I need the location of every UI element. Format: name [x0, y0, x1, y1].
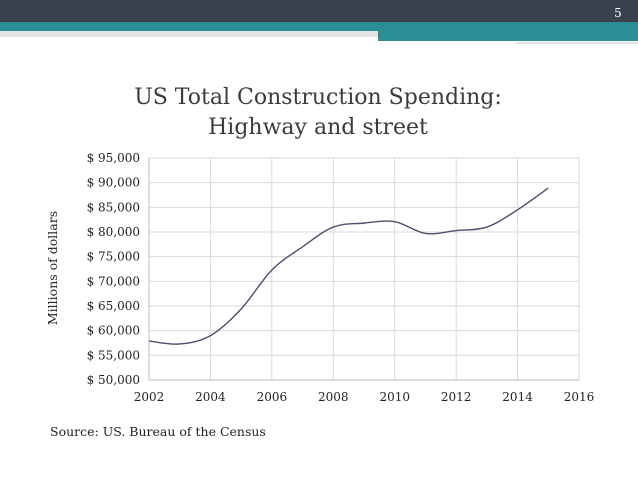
header-teal-bar	[0, 22, 638, 31]
y-tick-label: $ 90,000	[87, 176, 140, 190]
y-tick-label: $ 75,000	[87, 250, 140, 264]
chart-title-line-1: US Total Construction Spending:	[134, 85, 502, 110]
x-tick-label: 2006	[257, 390, 288, 404]
y-tick-label: $ 50,000	[87, 373, 140, 387]
header-dark-bar	[0, 0, 638, 22]
series-lines	[148, 187, 549, 345]
page-number: 5	[614, 6, 622, 20]
source-note: Source: US. Bureau of the Census	[50, 424, 266, 439]
grid-lines	[149, 157, 580, 380]
x-tick-label: 2012	[441, 390, 472, 404]
header-accent-line	[516, 42, 638, 44]
y-tick-label: $ 55,000	[87, 348, 140, 362]
x-tick-label: 2004	[195, 390, 226, 404]
x-tick-label: 2008	[318, 390, 349, 404]
header-gray-bar	[0, 31, 638, 37]
y-tick-label: $ 85,000	[87, 200, 140, 214]
plot-axes	[148, 158, 579, 381]
chart-title-line-2: Highway and street	[208, 115, 428, 140]
y-tick-label: $ 65,000	[87, 299, 140, 313]
y-axis-title: Millions of dollars	[45, 211, 60, 325]
x-tick-label: 2016	[564, 390, 595, 404]
y-tick-label: $ 70,000	[87, 274, 140, 288]
y-tick-labels: $ 50,000 $ 55,000 $ 60,000 $ 65,000 $ 70,000…	[87, 151, 140, 387]
series-line-highway-and-street	[148, 187, 549, 345]
x-tick-label: 2014	[502, 390, 533, 404]
y-tick-label: $ 80,000	[87, 225, 140, 239]
x-tick-label: 2010	[379, 390, 410, 404]
y-tick-label: $ 95,000	[87, 151, 140, 165]
y-tick-label: $ 60,000	[87, 324, 140, 338]
x-tick-labels: 2002 2004 2006 2008 2010 2012 2014 2016	[134, 390, 595, 404]
header-accent-block	[378, 31, 638, 41]
x-tick-label: 2002	[134, 390, 165, 404]
